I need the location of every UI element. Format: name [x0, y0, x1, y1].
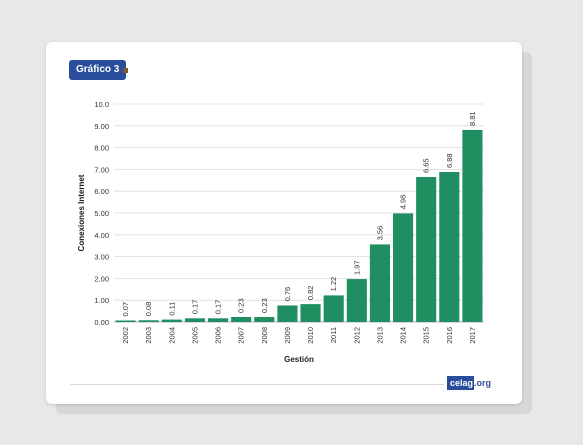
bar-2011 [323, 295, 344, 322]
x-tick-label-2006: 2006 [214, 327, 223, 344]
x-tick-label-2002: 2002 [121, 327, 130, 344]
value-label-2005: 0.17 [190, 300, 199, 315]
x-tick-label-2003: 2003 [144, 327, 153, 344]
value-label-2012: 1.97 [352, 260, 361, 275]
value-label-2017: 8.81 [468, 111, 477, 126]
bar-chart: 0.00 1.00 2.00 3.00 4.00 5.00 6.00 7.00 8.00 9.00… [77, 100, 484, 364]
y-tick-label: 9.00 [94, 122, 109, 131]
y-tick-label: 8.00 [94, 144, 109, 153]
y-tick-label: 10.0 [94, 100, 109, 109]
value-label-2014: 4.98 [399, 195, 408, 210]
x-tick-label-2004: 2004 [167, 327, 176, 344]
bars [115, 129, 483, 322]
value-label-2006: 0.17 [214, 300, 223, 315]
x-tick-label-2007: 2007 [237, 327, 246, 344]
bar-2009 [277, 305, 298, 322]
value-label-2013: 3.56 [375, 226, 384, 241]
bar-2005 [184, 318, 205, 322]
value-label-2004: 0.11 [167, 302, 176, 316]
x-tick-label-2011: 2011 [329, 327, 338, 343]
bar-2002 [115, 320, 136, 322]
value-label-2007: 0.23 [237, 298, 246, 313]
x-tick-label-2013: 2013 [375, 327, 384, 344]
bar-2008 [254, 316, 275, 322]
chart-card: Gráfico 3 0.00 1.00 2.00 3.00 4.00 5.00 6.00 7.… [46, 42, 522, 404]
footer-divider [70, 384, 444, 385]
x-tick-label-2009: 2009 [283, 327, 292, 344]
y-tick-label: 2.00 [94, 274, 109, 283]
value-label-2009: 0.76 [283, 287, 292, 302]
y-tick-label: 0.00 [94, 318, 109, 327]
bar-2010 [300, 304, 321, 322]
value-label-2010: 0.82 [306, 286, 315, 301]
x-axis-ticks: 2002 2003 2004 2005 2006 2007 2008 2009 2010 2011… [121, 327, 477, 344]
x-axis-label: Gestión [284, 355, 314, 364]
x-tick-label-2015: 2015 [422, 327, 431, 344]
value-label-2015: 6.65 [422, 158, 431, 173]
y-tick-label: 4.00 [94, 231, 109, 240]
bar-2013 [369, 244, 390, 322]
x-tick-label-2010: 2010 [306, 327, 315, 344]
y-tick-label: 7.00 [94, 165, 109, 174]
y-tick-label: 5.00 [94, 209, 109, 218]
x-tick-label-2017: 2017 [468, 327, 477, 344]
y-axis-ticks: 0.00 1.00 2.00 3.00 4.00 5.00 6.00 7.00 8.00 9.00… [94, 100, 109, 327]
value-label-2011: 1.22 [329, 277, 338, 292]
bar-2015 [416, 177, 437, 322]
y-tick-label: 3.00 [94, 253, 109, 262]
bar-2004 [161, 319, 182, 322]
y-tick-label: 6.00 [94, 187, 109, 196]
chart-number-badge: Gráfico 3 [69, 60, 127, 80]
bar-2012 [346, 279, 367, 322]
value-label-2008: 0.23 [260, 298, 269, 313]
bar-2016 [439, 172, 460, 322]
bar-2006 [208, 318, 229, 322]
x-tick-label-2014: 2014 [399, 327, 408, 344]
bar-2003 [138, 320, 159, 322]
x-tick-label-2005: 2005 [190, 327, 199, 344]
x-tick-label-2008: 2008 [260, 327, 269, 344]
logo-box-text: celag [447, 376, 475, 390]
x-tick-label-2012: 2012 [352, 327, 361, 344]
bar-2014 [393, 213, 414, 322]
celag-logo[interactable]: celag.org [447, 376, 491, 390]
badge-marker-icon [123, 68, 128, 73]
bar-2017 [462, 129, 483, 322]
y-tick-label: 1.00 [94, 296, 109, 305]
x-tick-label-2016: 2016 [445, 327, 454, 344]
bar-2007 [231, 316, 252, 322]
value-label-2003: 0.08 [144, 302, 153, 317]
logo-suffix-text: .org [474, 378, 492, 388]
value-label-2002: 0.07 [121, 302, 130, 317]
value-labels: 0.07 0.08 0.11 0.17 0.17 0.23 0.23 0.76 0.82 1.22… [121, 111, 477, 316]
y-axis-label: Conexiones Internet [77, 174, 86, 251]
value-label-2016: 6.88 [445, 153, 454, 168]
